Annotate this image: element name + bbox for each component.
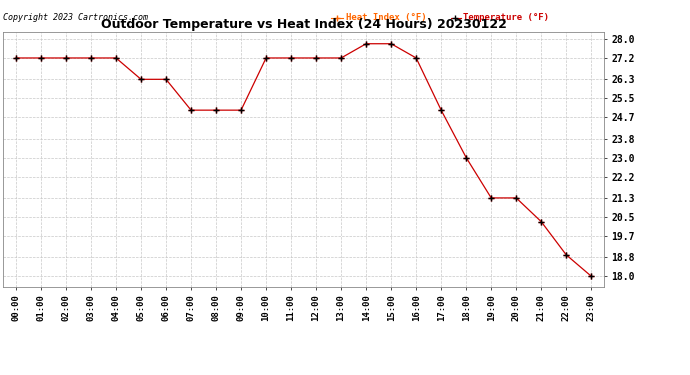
Text: Heat Index (°F): Heat Index (°F) — [346, 13, 426, 22]
Title: Outdoor Temperature vs Heat Index (24 Hours) 20230122: Outdoor Temperature vs Heat Index (24 Ho… — [101, 18, 506, 31]
Text: Copyright 2023 Cartronics.com: Copyright 2023 Cartronics.com — [3, 13, 148, 22]
Text: Temperature (°F): Temperature (°F) — [463, 13, 549, 22]
